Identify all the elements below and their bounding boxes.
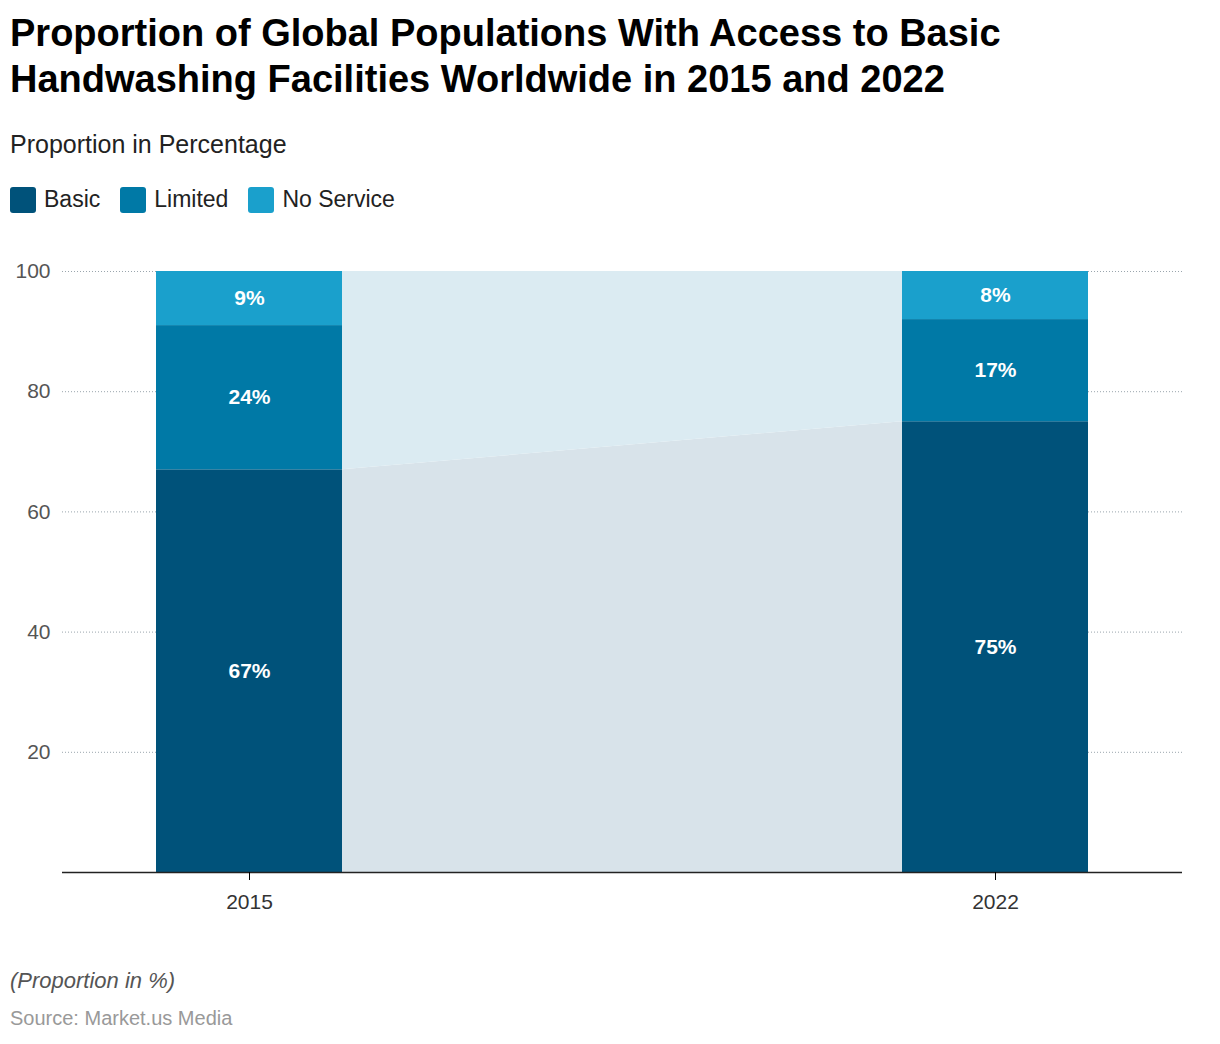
svg-text:17%: 17% xyxy=(974,358,1016,381)
svg-text:67%: 67% xyxy=(228,659,270,682)
html-text:Basic: Basic xyxy=(44,186,101,212)
svg-text:2022: 2022 xyxy=(972,890,1019,913)
svg-text:8%: 8% xyxy=(980,283,1011,306)
svg-text:24%: 24% xyxy=(228,385,270,408)
html-text:Source: Market.us Media: Source: Market.us Media xyxy=(10,1007,233,1029)
html-text:Proportion in Percentage: Proportion in Percentage xyxy=(10,130,287,158)
svg-text:80: 80 xyxy=(27,379,50,402)
svg-text:75%: 75% xyxy=(974,635,1016,658)
html-text:Proportion of Global Populatio: Proportion of Global Populations With Ac… xyxy=(10,12,1001,100)
html-text:Limited: Limited xyxy=(154,186,229,212)
svg-text:40: 40 xyxy=(27,620,50,643)
html-text:No Service: No Service xyxy=(282,186,395,212)
svg-text:2015: 2015 xyxy=(226,890,273,913)
svg-text:100: 100 xyxy=(15,259,50,282)
svg-text:60: 60 xyxy=(27,500,50,523)
html-text:(Proportion in %): (Proportion in %) xyxy=(10,968,176,993)
svg-text:20: 20 xyxy=(27,740,50,763)
svg-text:9%: 9% xyxy=(234,286,265,309)
